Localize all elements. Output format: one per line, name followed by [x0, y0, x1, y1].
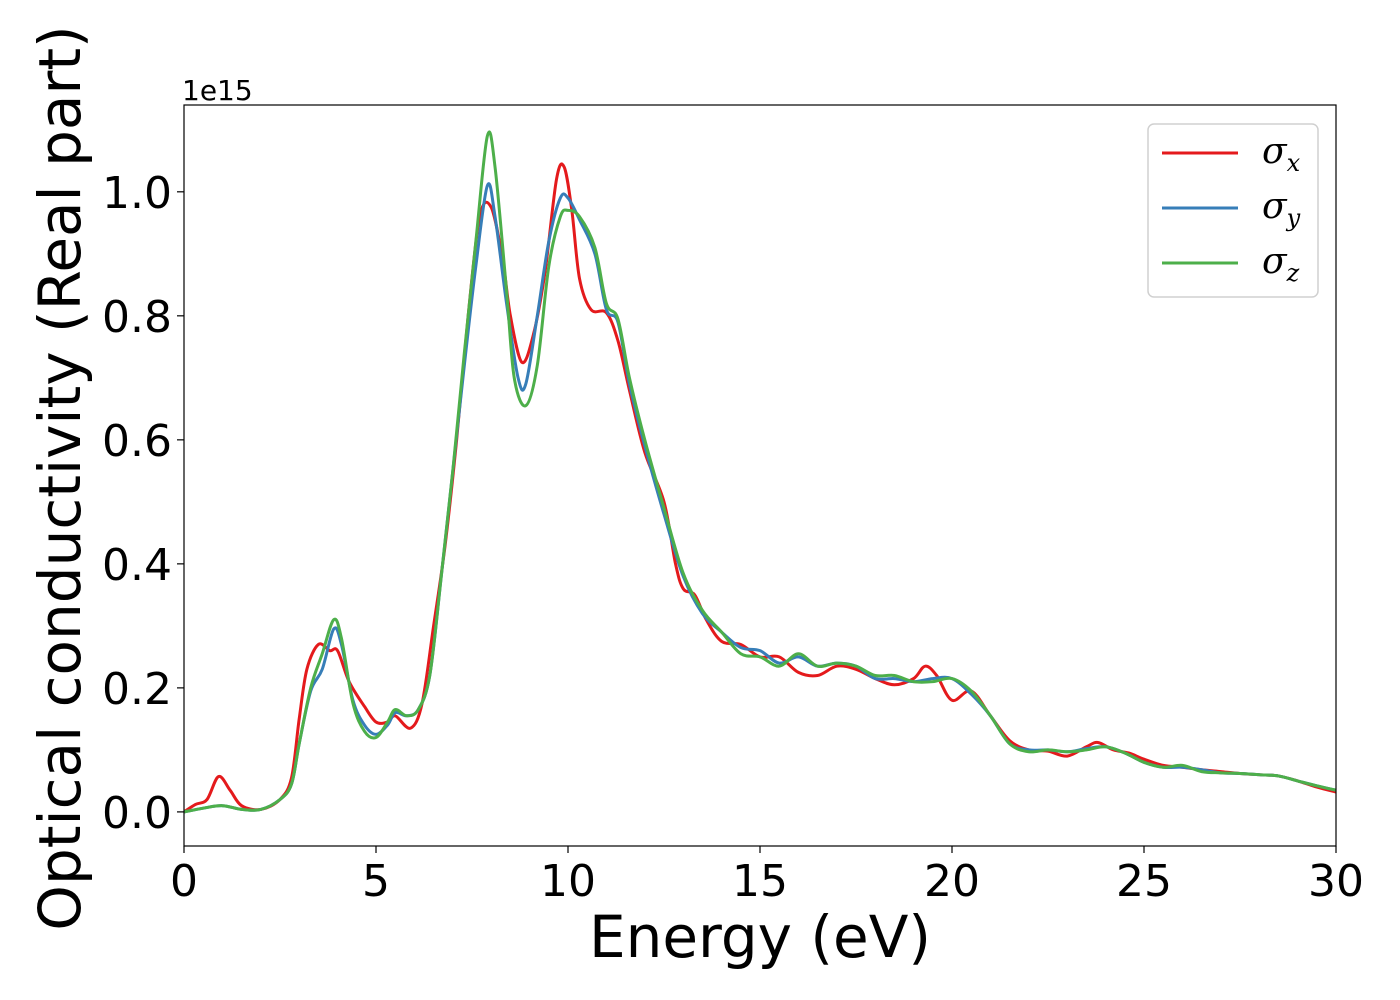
x-tick-label: 5 [362, 856, 390, 907]
x-axis-title: Energy (eV) [589, 903, 931, 971]
legend-box [1147, 123, 1319, 298]
y-tick-label: 0.0 [102, 788, 172, 839]
x-tick-label: 20 [924, 856, 980, 907]
legend-symbol-sigma-y: σ [1262, 186, 1288, 227]
x-tick-label: 0 [170, 856, 198, 907]
y-tick-label: 0.8 [102, 292, 172, 343]
series-layer [184, 130, 1336, 814]
y-tick-label: 0.4 [102, 540, 172, 591]
y-tick-label: 1.0 [102, 168, 172, 219]
legend-label-sigma-x: σx [1262, 131, 1301, 177]
x-axis-ticks: 0 5 10 15 20 25 30 [170, 846, 1364, 907]
x-tick-label: 30 [1308, 856, 1364, 907]
y-axis-title: Optical conductivity (Real part) [26, 25, 94, 930]
x-tick-label: 25 [1116, 856, 1172, 907]
legend-symbol-sigma-x: σ [1262, 131, 1288, 172]
legend-subscript-x: x [1287, 149, 1301, 177]
legend: σx σy σz [1147, 123, 1319, 298]
y-tick-label: 0.2 [102, 664, 172, 715]
y-axis-ticks: 0.0 0.2 0.4 0.6 0.8 1.0 [102, 168, 184, 839]
x-tick-label: 10 [540, 856, 596, 907]
x-tick-label: 15 [732, 856, 788, 907]
y-tick-label: 0.6 [102, 416, 172, 467]
legend-label-sigma-y: σy [1262, 186, 1301, 232]
legend-subscript-y: y [1286, 204, 1301, 232]
legend-label-sigma-z: σz [1262, 241, 1300, 287]
legend-subscript-z: z [1286, 259, 1300, 287]
legend-symbol-sigma-z: σ [1262, 241, 1288, 282]
series-line-sigma-z [184, 130, 1336, 814]
y-offset-label: 1e15 [182, 74, 253, 107]
